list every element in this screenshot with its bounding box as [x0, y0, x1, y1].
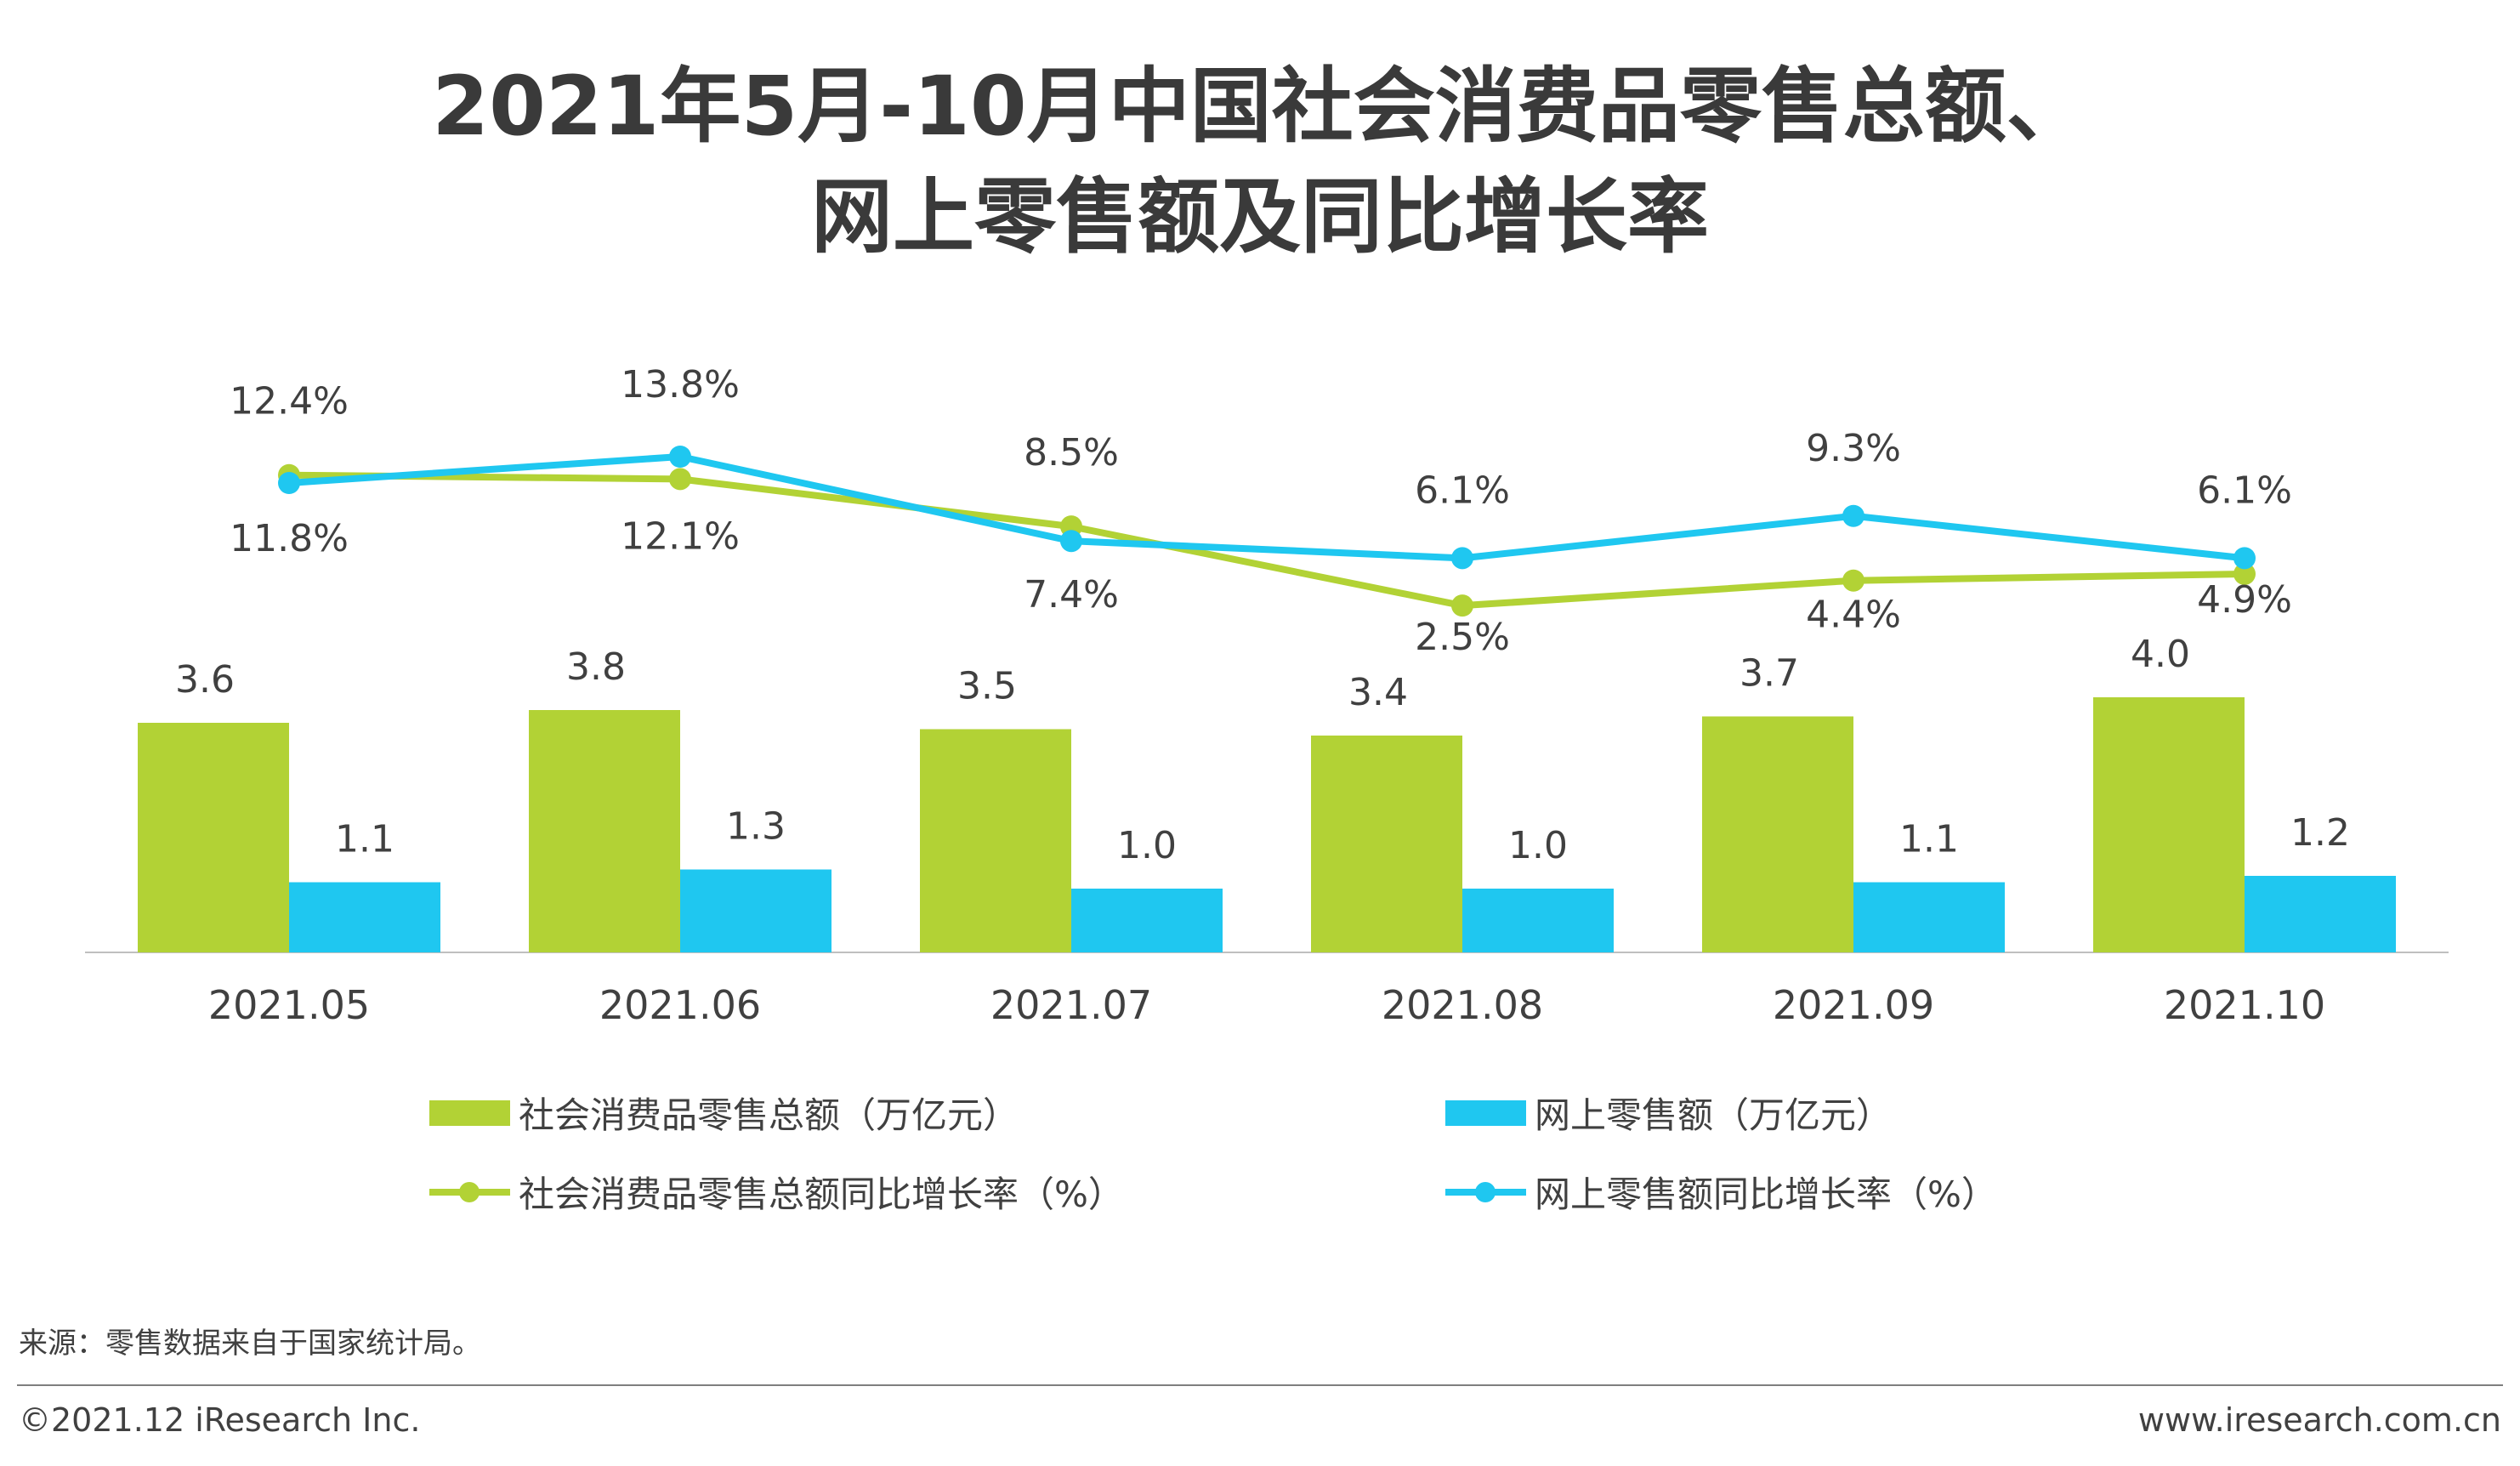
x-tick-label: 2021.06: [599, 982, 761, 1028]
line-data-label: 6.1%: [1415, 469, 1510, 512]
bar-data-label: 3.6: [175, 658, 235, 702]
line-data-label: 4.9%: [2197, 578, 2292, 622]
bar-data-label: 1.2: [2290, 811, 2350, 855]
total-retail-growth-point-2021.09: [1842, 569, 1864, 592]
legend-label: 网上零售额同比增长率（%）: [1535, 1173, 1997, 1215]
bar-online-retail-2021.10: [2245, 876, 2396, 952]
legend-label: 社会消费品零售总额（万亿元）: [519, 1094, 1019, 1136]
legend-swatch-bar: [429, 1100, 510, 1126]
chart-title-line-1: 2021年5月-10月中国社会消费品零售总额、: [432, 59, 2088, 154]
line-data-label: 13.8%: [621, 363, 740, 406]
bar-total-retail-2021.05: [138, 723, 289, 952]
bar-data-label: 3.8: [566, 645, 626, 689]
online-retail-growth-line: [288, 453, 2245, 562]
bar-data-label: 3.7: [1740, 652, 1799, 696]
bar-data-label: 1.0: [1117, 824, 1177, 867]
bar-data-label: 3.4: [1348, 671, 1408, 714]
total-retail-growth-point-2021.10: [2233, 562, 2256, 585]
bar-online-retail-2021.09: [1853, 882, 2005, 952]
bar-online-retail-2021.08: [1462, 889, 1614, 952]
bar-data-label: 1.1: [1899, 818, 1959, 861]
legend-swatch-marker: [1475, 1182, 1496, 1202]
online-retail-growth-point-2021.09: [1842, 504, 1864, 527]
chart: 3.6 1.1 2021.05 3.8 1.3 2021.06 3.5 1.0 2021.07 3…: [85, 363, 2449, 1215]
total-retail-growth-point-2021.06: [669, 468, 691, 491]
legend-swatch-marker: [459, 1182, 480, 1202]
bar-online-retail-2021.06: [680, 869, 831, 952]
online-retail-growth-point-2021.10: [2233, 547, 2256, 570]
website-link[interactable]: www.iresearch.com.cn: [2137, 1401, 2501, 1439]
legend-swatch-bar: [1445, 1100, 1526, 1126]
line-data-label: 11.8%: [230, 517, 349, 560]
bar-data-label: 3.5: [957, 665, 1017, 708]
line-data-label: 7.4%: [1024, 573, 1119, 617]
bar-data-label: 1.0: [1508, 824, 1568, 867]
bar-total-retail-2021.06: [529, 710, 680, 952]
footer-divider: [17, 1384, 2503, 1386]
online-retail-growth-point-2021.06: [669, 446, 691, 468]
total-retail-growth-point-2021.08: [1451, 594, 1473, 617]
line-data-label: 2.5%: [1415, 616, 1510, 659]
x-tick-label: 2021.10: [2164, 982, 2325, 1028]
online-retail-growth-point-2021.08: [1451, 547, 1473, 570]
online-retail-growth-point-2021.07: [1060, 530, 1082, 553]
line-data-label: 8.5%: [1024, 431, 1119, 474]
copyright: ©2021.12 iResearch Inc.: [19, 1401, 421, 1439]
legend-label: 网上零售额（万亿元）: [1535, 1094, 1892, 1136]
bar-total-retail-2021.10: [2093, 697, 2245, 952]
line-data-label: 9.3%: [1806, 427, 1901, 470]
bar-total-retail-2021.09: [1702, 716, 1853, 952]
line-data-label: 4.4%: [1806, 594, 1901, 637]
bar-online-retail-2021.07: [1071, 889, 1223, 952]
chart-title-line-2: 网上零售额及同比增长率: [811, 169, 1709, 264]
x-tick-label: 2021.05: [208, 982, 370, 1028]
bar-data-label: 1.3: [726, 805, 786, 849]
x-tick-label: 2021.09: [1773, 982, 1934, 1028]
x-tick-label: 2021.08: [1382, 982, 1543, 1028]
legend-label: 社会消费品零售总额同比增长率（%）: [519, 1173, 1124, 1215]
online-retail-growth-point-2021.05: [278, 472, 300, 494]
x-tick-label: 2021.07: [990, 982, 1152, 1028]
bar-data-label: 1.1: [335, 818, 394, 861]
source-note: 来源：零售数据来自于国家统计局。: [19, 1327, 481, 1361]
total-retail-growth-line: [288, 471, 2245, 610]
line-data-label: 12.1%: [621, 514, 740, 558]
bar-total-retail-2021.08: [1311, 736, 1462, 952]
bar-total-retail-2021.07: [920, 729, 1071, 952]
bar-online-retail-2021.05: [289, 882, 440, 952]
line-data-label: 12.4%: [230, 380, 349, 423]
bar-data-label: 4.0: [2131, 633, 2190, 676]
line-data-label: 6.1%: [2197, 469, 2292, 512]
